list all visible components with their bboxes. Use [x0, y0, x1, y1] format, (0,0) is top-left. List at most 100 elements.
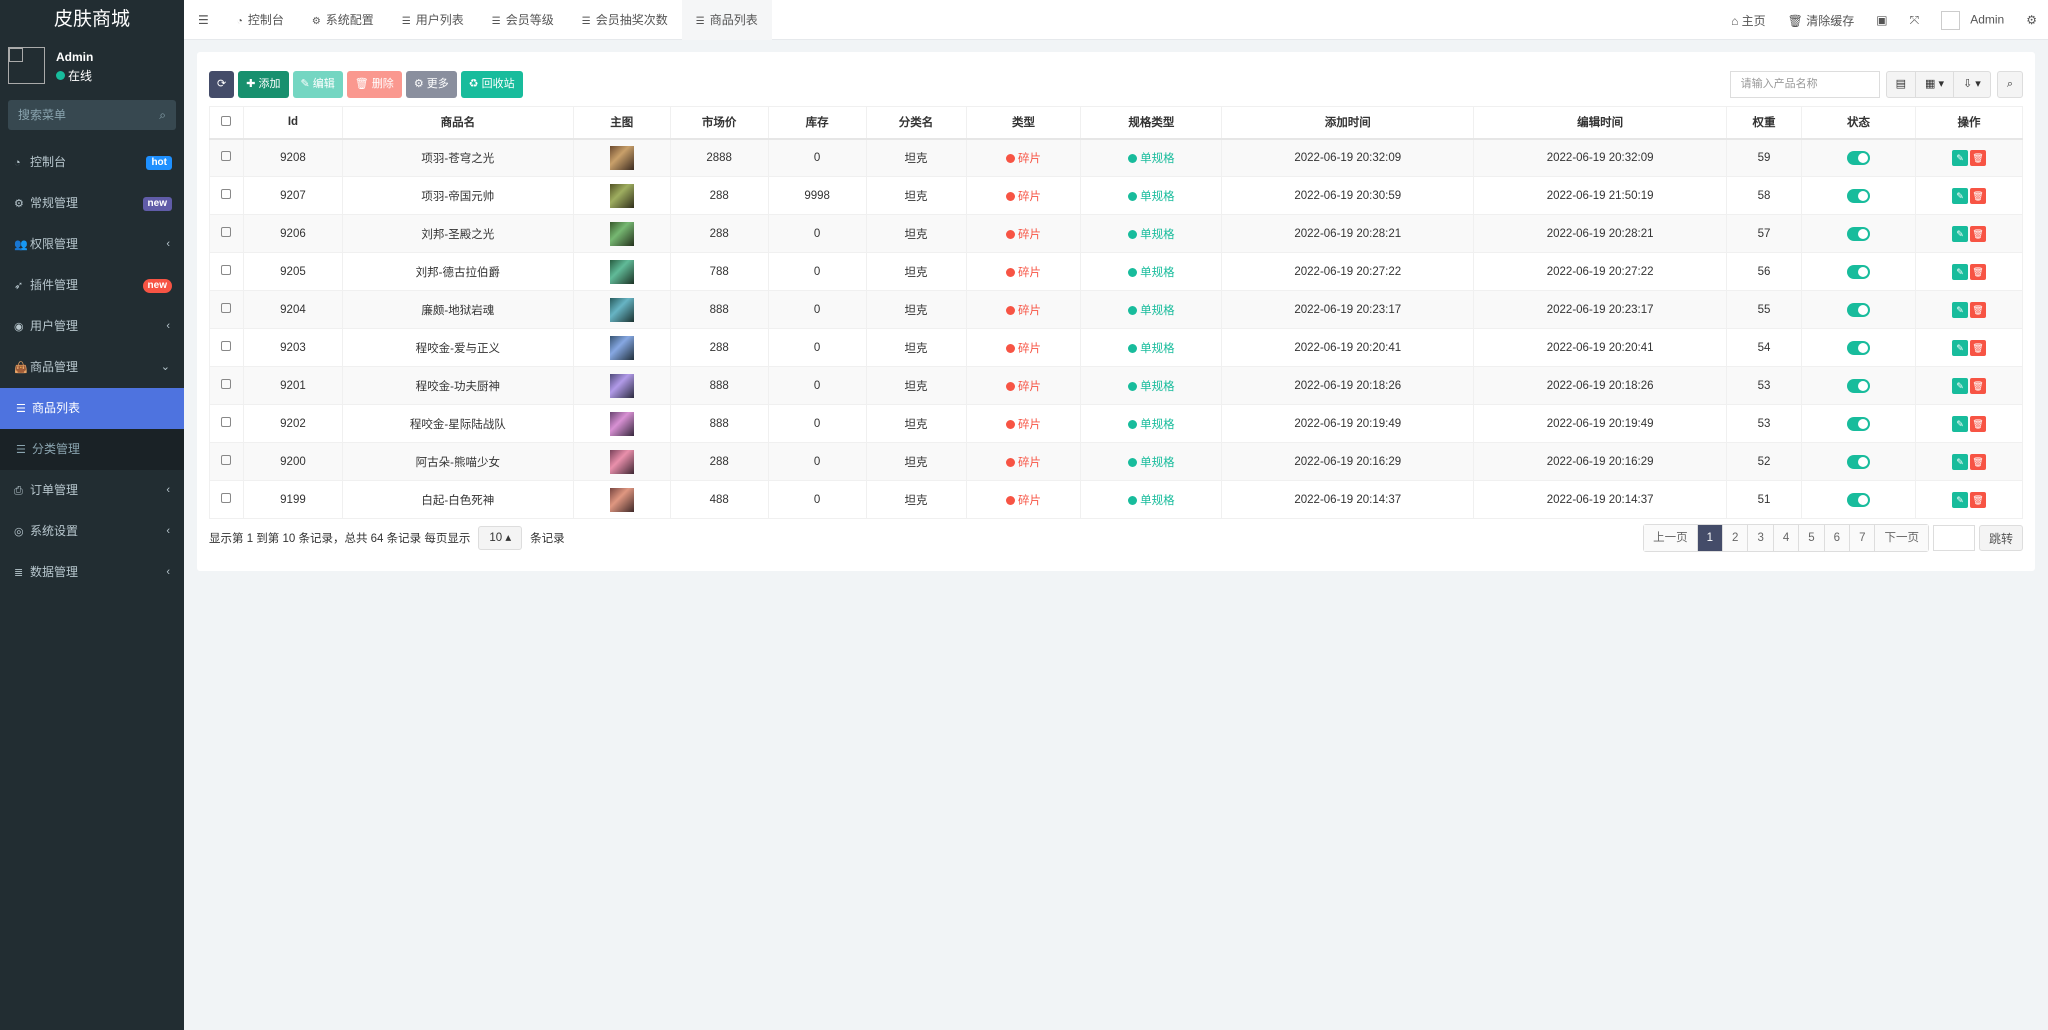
status-toggle[interactable] — [1846, 264, 1870, 279]
sidebar-item[interactable]: ☰ 商品列表 — [0, 388, 184, 429]
column-header[interactable]: 状态 — [1801, 106, 1916, 140]
cell-image[interactable] — [572, 328, 671, 367]
row-edit-button[interactable]: ✎ — [1951, 301, 1968, 318]
row-edit-button[interactable]: ✎ — [1951, 225, 1968, 242]
status-toggle[interactable] — [1846, 492, 1870, 507]
jump-page-input[interactable] — [1932, 525, 1975, 551]
menu-search-input[interactable]: 搜索菜单 ⌕ — [8, 100, 176, 130]
row-edit-button[interactable]: ✎ — [1951, 377, 1968, 394]
clear-cache-button[interactable]: 🗑 清除缓存 — [1787, 13, 1855, 28]
row-checkbox[interactable] — [209, 176, 244, 215]
column-header[interactable]: 权重 — [1726, 106, 1803, 140]
page-button[interactable]: 2 — [1723, 525, 1749, 551]
admin-menu[interactable]: Admin — [1930, 10, 2015, 30]
cell-image[interactable] — [572, 138, 671, 177]
row-delete-button[interactable]: 🗑 — [1969, 149, 1986, 166]
columns-button[interactable]: ▦ ▾ — [1916, 72, 1955, 97]
page-button[interactable]: 4 — [1773, 525, 1800, 551]
status-toggle[interactable] — [1846, 378, 1870, 393]
row-checkbox[interactable] — [209, 480, 244, 519]
status-toggle[interactable] — [1846, 226, 1870, 241]
row-edit-button[interactable]: ✎ — [1951, 453, 1968, 470]
header-tab[interactable]: ☰ 会员等级 — [478, 0, 568, 40]
product-thumbnail[interactable] — [609, 487, 634, 512]
row-delete-button[interactable]: 🗑 — [1969, 301, 1986, 318]
header-tab[interactable]: ☰ 商品列表 — [681, 0, 772, 40]
column-header[interactable]: 规格类型 — [1080, 106, 1223, 140]
row-checkbox[interactable] — [209, 404, 244, 443]
sidebar-item[interactable]: ◎ 系统设置 ‹ — [0, 511, 184, 552]
row-checkbox[interactable] — [209, 252, 244, 291]
column-header[interactable]: 市场价 — [669, 106, 769, 140]
row-delete-button[interactable]: 🗑 — [1969, 491, 1986, 508]
sidebar-item[interactable]: ◉ 用户管理 ‹ — [0, 306, 184, 347]
header-tab[interactable]: ◔ 控制台 — [223, 0, 298, 40]
page-button[interactable]: 1 — [1697, 525, 1724, 551]
sidebar-item[interactable]: ◔ 控制台 hot — [0, 142, 184, 183]
sidebar-item[interactable]: ≣ 数据管理 ‹ — [0, 552, 184, 593]
sidebar-item[interactable]: ☰ 分类管理 — [0, 429, 184, 470]
edit-button[interactable]: ✎ 编辑 — [292, 71, 343, 98]
product-thumbnail[interactable] — [609, 221, 634, 246]
product-search-input[interactable]: 请输入产品名称 — [1729, 71, 1880, 98]
row-edit-button[interactable]: ✎ — [1951, 491, 1968, 508]
sidebar-item[interactable]: 👜 商品管理 ⌄ — [0, 347, 184, 388]
export-button[interactable]: ⇩ ▾ — [1963, 78, 1981, 90]
select-all-checkbox[interactable] — [209, 106, 244, 140]
home-link[interactable]: ⌂ 主页 — [1731, 13, 1766, 28]
column-header[interactable]: 类型 — [965, 106, 1082, 140]
page-button[interactable]: 6 — [1824, 525, 1851, 551]
cell-image[interactable] — [572, 366, 671, 405]
sidebar-item[interactable]: 👥 权限管理 ‹ — [0, 224, 184, 265]
status-toggle[interactable] — [1846, 454, 1870, 469]
row-checkbox[interactable] — [209, 442, 244, 481]
row-edit-button[interactable]: ✎ — [1951, 263, 1968, 280]
fullscreen-icon[interactable]: ⤧ — [1909, 12, 1920, 27]
row-checkbox[interactable] — [209, 290, 244, 329]
jump-button[interactable]: 跳转 — [1978, 525, 2023, 551]
product-thumbnail[interactable] — [609, 335, 634, 360]
recycle-bin-button[interactable]: ♻ 回收站 — [460, 71, 523, 98]
product-thumbnail[interactable] — [609, 259, 634, 284]
row-edit-button[interactable]: ✎ — [1951, 187, 1968, 204]
row-delete-button[interactable]: 🗑 — [1969, 339, 1986, 356]
row-delete-button[interactable]: 🗑 — [1969, 377, 1986, 394]
row-edit-button[interactable]: ✎ — [1951, 415, 1968, 432]
refresh-button[interactable]: ⟳ — [209, 71, 235, 98]
column-header[interactable]: 添加时间 — [1221, 106, 1475, 140]
search-button[interactable]: ⌕ — [2006, 78, 2013, 90]
product-thumbnail[interactable] — [609, 145, 634, 170]
page-button[interactable]: 5 — [1799, 525, 1825, 551]
toggle-view-button[interactable]: ▤ — [1887, 72, 1917, 97]
column-header[interactable]: 编辑时间 — [1473, 106, 1728, 140]
page-size-select[interactable]: 10 ▴ — [478, 526, 523, 550]
column-header[interactable]: 库存 — [767, 106, 867, 140]
row-edit-button[interactable]: ✎ — [1951, 339, 1968, 356]
sidebar-item[interactable]: ⎙ 订单管理 ‹ — [0, 470, 184, 511]
more-button[interactable]: ⚙ 更多 — [405, 71, 457, 98]
settings-icon[interactable]: ⚙ — [2026, 13, 2037, 27]
cell-image[interactable] — [572, 214, 671, 253]
row-checkbox[interactable] — [209, 214, 244, 253]
column-header[interactable]: 商品名 — [341, 106, 574, 140]
row-delete-button[interactable]: 🗑 — [1969, 187, 1986, 204]
row-checkbox[interactable] — [209, 366, 244, 405]
row-checkbox[interactable] — [209, 138, 244, 177]
column-header[interactable]: 主图 — [572, 106, 671, 140]
product-thumbnail[interactable] — [609, 373, 634, 398]
delete-button[interactable]: 🗑 删除 — [346, 71, 402, 98]
cell-image[interactable] — [572, 252, 671, 291]
sidebar-toggle-button[interactable]: ☰ — [198, 13, 209, 27]
row-delete-button[interactable]: 🗑 — [1969, 225, 1986, 242]
row-delete-button[interactable]: 🗑 — [1969, 263, 1986, 280]
status-toggle[interactable] — [1846, 150, 1870, 165]
row-edit-button[interactable]: ✎ — [1951, 149, 1968, 166]
prev-page-button[interactable]: 上一页 — [1644, 525, 1698, 551]
cell-image[interactable] — [572, 290, 671, 329]
language-icon[interactable]: ▣ — [1876, 13, 1888, 27]
column-header[interactable]: Id — [242, 106, 343, 140]
cell-image[interactable] — [572, 442, 671, 481]
row-checkbox[interactable] — [209, 328, 244, 367]
product-thumbnail[interactable] — [609, 411, 634, 436]
page-button[interactable]: 7 — [1850, 525, 1876, 551]
